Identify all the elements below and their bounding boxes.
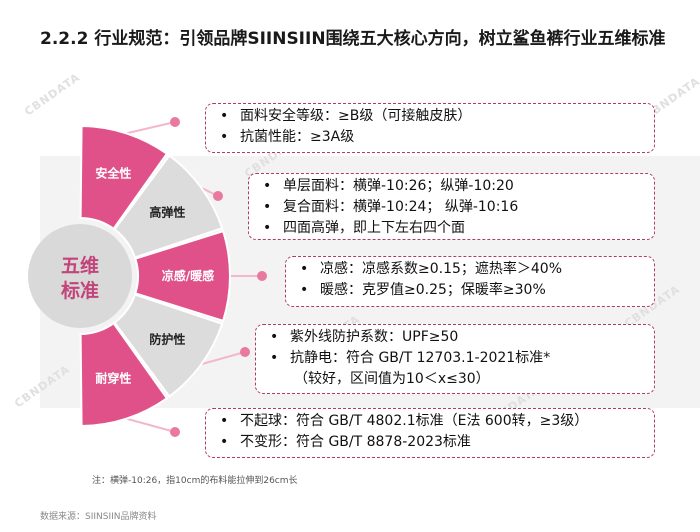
bullet-item: • 紫外线防护系数：UPF≥50	[268, 327, 642, 348]
bullet-item: • 单层面料：横弹-10:26；纵弹-10:20	[261, 176, 642, 197]
bullet-item: • 抗静电：符合 GB/T 12703.1-2021标准* （较好，区间值为10＜x…	[268, 348, 642, 390]
bullet-icon: •	[270, 329, 279, 345]
connector-line	[126, 417, 176, 433]
segment-protection-label: 防护性	[149, 331, 185, 346]
bullet-icon: •	[220, 434, 229, 450]
connector-dot	[213, 191, 223, 201]
segment-safety	[79, 124, 169, 231]
bullet-icon: •	[220, 413, 229, 429]
footnote: 注：横弹-10:26，指10cm的布料能拉伸到26cm长	[92, 476, 298, 486]
center-circle	[28, 224, 132, 328]
bullet-icon: •	[300, 282, 309, 298]
center-label-line2: 标准	[61, 280, 99, 302]
bullet-item: • 四面高弹，即上下左右四个面	[261, 218, 642, 239]
bullet-icon: •	[263, 178, 272, 194]
center-label-line1: 五维	[61, 254, 99, 277]
data-source: 数据来源：SIINSIIN品牌资料	[40, 512, 157, 522]
segment-box-durability: • 不起球：符合 GB/T 4802.1标准（E法 600转，≥3级） • 不变形：…	[205, 408, 655, 458]
segment-elasticity-label: 高弹性	[149, 205, 185, 220]
bullet-icon: •	[263, 199, 272, 215]
connector-dot	[257, 271, 267, 281]
bullet-item: • 暖感：克罗值≥0.25；保暖率≥30%	[298, 280, 642, 301]
connector-dot	[170, 117, 180, 127]
page-title: 2.2.2 行业规范：引领品牌SIINSIIN围绕五大核心方向，树立鲨鱼裤行业五…	[40, 29, 666, 49]
segment-safety-label: 安全性	[95, 165, 131, 180]
bullet-icon: •	[220, 129, 229, 145]
bullet-icon: •	[220, 108, 229, 124]
segment-protection	[113, 293, 224, 398]
segment-box-protection: • 紫外线防护系数：UPF≥50 • 抗静电：符合 GB/T 12703.1-202…	[255, 324, 655, 394]
segment-durability-label: 耐穿性	[95, 371, 131, 386]
bullet-item: • 凉感：凉感系数≥0.15；遮热率＞40%	[298, 259, 642, 280]
segment-box-safety: • 面料安全等级：≥B级（可接触皮肤） • 抗菌性能：≥3A级	[205, 103, 655, 153]
bullet-item: • 不起球：符合 GB/T 4802.1标准（E法 600转，≥3级）	[218, 411, 642, 432]
bullet-item: • 复合面料：横弹-10:24； 纵弹-10:16	[261, 197, 642, 218]
connector-line	[126, 121, 176, 135]
segment-box-elasticity: • 单层面料：横弹-10:26；纵弹-10:20 • 复合面料：横弹-10:24； …	[248, 173, 655, 240]
bullet-icon: •	[263, 220, 272, 236]
bullet-icon: •	[300, 261, 309, 277]
segment-box-thermal: • 凉感：凉感系数≥0.15；遮热率＞40% • 暖感：克罗值≥0.25；保暖率≥3…	[285, 256, 655, 307]
connectors	[126, 117, 267, 437]
segment-thermal	[134, 229, 231, 323]
bullet-item: • 抗菌性能：≥3A级	[218, 127, 642, 148]
bullet-item: • 不变形：符合 GB/T 8878-2023标准	[218, 432, 642, 453]
bullet-icon: •	[270, 350, 279, 366]
segment-elasticity	[113, 154, 224, 259]
connector-dot	[170, 427, 180, 437]
segment-thermal-label: 凉感/暖感	[162, 268, 214, 283]
connector-dot	[240, 347, 250, 357]
connector-line	[201, 351, 246, 366]
segment-durability	[79, 321, 169, 428]
bullet-item: • 面料安全等级：≥B级（可接触皮肤）	[218, 106, 642, 127]
bullet-subtext: （较好，区间值为10＜x≤30）	[294, 371, 490, 387]
